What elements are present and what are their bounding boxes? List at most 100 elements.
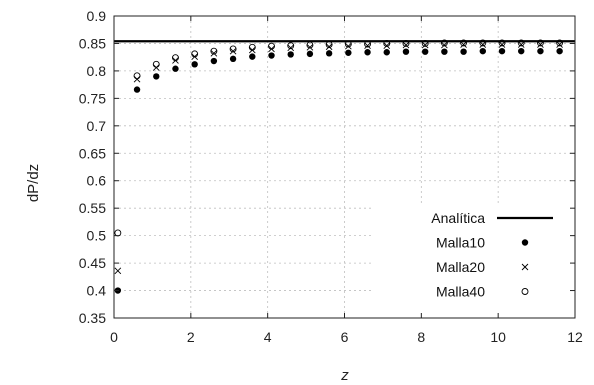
y-tick-label: 0.8: [87, 63, 107, 79]
data-point-malla40: [248, 43, 256, 51]
x-tick-label: 4: [264, 329, 272, 345]
cross-stroke: [364, 42, 371, 49]
data-point-malla10: [133, 86, 141, 93]
data-point-malla40: [172, 54, 179, 62]
data-point-malla10: [537, 47, 544, 55]
cross-stroke: [556, 41, 563, 48]
data-point-malla10: [421, 48, 429, 55]
data-point-malla10: [172, 65, 179, 72]
cross-stroke: [114, 267, 122, 275]
y-tick-label: 0.4: [87, 283, 107, 299]
legend-swatch-malla10: [521, 239, 529, 246]
cross-stroke: [517, 41, 525, 48]
data-point-malla40: [479, 39, 487, 47]
data-point-malla10: [460, 48, 467, 55]
data-point-malla40: [133, 72, 141, 80]
data-point-malla20: [306, 43, 314, 51]
grid-lines: [114, 16, 575, 318]
data-point-malla10: [229, 55, 237, 63]
x-tick-label: 2: [187, 329, 195, 345]
data-point-malla40: [114, 229, 122, 237]
data-point-malla40: [517, 39, 525, 47]
legend-label-malla20: Malla20: [436, 259, 485, 275]
cross-stroke: [345, 42, 352, 50]
data-point-malla10: [441, 48, 448, 55]
data-point-malla10: [268, 52, 275, 59]
data-point-malla10: [345, 49, 352, 56]
cross-stroke: [229, 47, 237, 55]
data-point-malla40: [402, 40, 410, 47]
cross-stroke: [441, 41, 448, 49]
x-tick-label: 0: [110, 329, 118, 345]
y-tick-label: 0.85: [79, 35, 106, 51]
data-point-malla20: [517, 41, 525, 48]
data-point-malla20: [556, 41, 563, 48]
data-point-malla10: [518, 47, 525, 55]
cross-stroke: [537, 41, 544, 48]
y-axis-label: dP/dz: [25, 164, 42, 202]
data-point-malla20: [114, 267, 122, 275]
data-point-malla10: [287, 51, 294, 58]
y-tick-label: 0.75: [79, 90, 106, 106]
data-point-malla20: [210, 50, 218, 57]
legend-label-malla40: Malla40: [436, 284, 485, 300]
x-axis-label: z: [340, 367, 349, 384]
data-point-malla40: [440, 39, 448, 47]
data-point-malla40: [287, 42, 295, 50]
legend: Analítica Malla10 Malla20 Malla40: [431, 210, 553, 300]
data-point-malla20: [498, 41, 506, 48]
cross-stroke: [521, 263, 529, 271]
data-point-malla20: [402, 41, 410, 49]
data-point-malla40: [325, 41, 333, 49]
cross-stroke: [306, 43, 314, 51]
data-point-malla40: [421, 40, 429, 47]
y-tick-label: 0.7: [87, 118, 107, 134]
data-point-malla20: [460, 41, 467, 48]
data-point-malla40: [344, 40, 352, 48]
data-point-malla40: [556, 39, 564, 47]
cross-stroke: [287, 44, 295, 52]
data-point-malla20: [537, 41, 544, 48]
cross-stroke: [498, 41, 506, 48]
x-tick-label: 10: [490, 329, 506, 345]
data-point-malla10: [306, 50, 314, 58]
data-point-malla40: [460, 39, 468, 47]
y-tick-label: 0.6: [87, 173, 107, 189]
data-point-malla20: [421, 41, 429, 49]
x-tick-label: 12: [567, 329, 583, 345]
data-point-malla40: [498, 39, 506, 47]
data-point-malla10: [153, 73, 160, 80]
y-tick-label: 0.55: [79, 200, 106, 216]
legend-label-malla10: Malla10: [436, 235, 485, 251]
data-point-malla10: [210, 57, 218, 65]
cross-stroke: [402, 41, 410, 49]
cross-stroke: [325, 43, 333, 51]
data-point-malla20: [479, 41, 487, 48]
y-tick-label: 0.45: [79, 255, 106, 271]
legend-swatch-malla40: [521, 288, 529, 295]
cross-stroke: [383, 42, 391, 49]
data-point-malla10: [498, 47, 506, 55]
data-point-malla20: [345, 42, 352, 50]
data-point-malla20: [325, 43, 333, 51]
data-point-malla40: [152, 60, 160, 68]
legend-swatch-malla20: [521, 263, 529, 271]
x-tick-label: 8: [417, 329, 425, 345]
data-point-malla40: [268, 42, 275, 50]
data-point-malla40: [383, 40, 391, 47]
data-point-malla10: [402, 48, 410, 55]
tick-marks: 0.35 0.4 0.45 0.5 0.55 0.6 0.65 0.7 0.75 0.8 0.85 0…: [79, 8, 583, 345]
data-point-malla20: [229, 47, 237, 55]
y-tick-label: 0.9: [87, 8, 107, 24]
data-point-malla40: [229, 45, 237, 53]
y-tick-label: 0.5: [87, 228, 107, 244]
data-point-malla20: [383, 42, 391, 49]
data-point-malla10: [249, 53, 256, 60]
data-point-malla20: [441, 41, 448, 49]
cross-stroke: [421, 41, 429, 49]
data-point-malla40: [364, 40, 371, 48]
data-point-malla10: [383, 49, 390, 56]
cross-stroke: [479, 41, 487, 48]
x-tick-label: 6: [341, 329, 349, 345]
